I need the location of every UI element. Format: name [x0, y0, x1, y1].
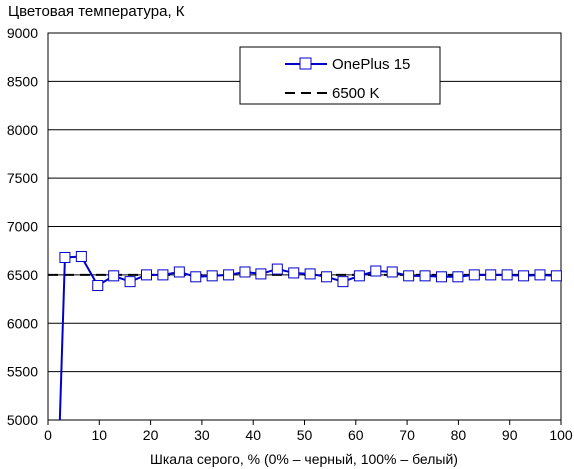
data-point	[157, 269, 169, 281]
axes: 5000 5500 6000 6500 7000 7500 8000 8500 9000 0 10 2…	[7, 25, 573, 443]
x-tick-label: 10	[92, 427, 108, 443]
data-point	[92, 280, 104, 292]
data-point	[370, 265, 382, 277]
data-point	[223, 269, 235, 281]
y-tick-label: 9000	[7, 25, 38, 41]
x-axis-label: Шкала серого, % (0% – черный, 100% – бел…	[150, 451, 458, 467]
x-tick-label: 80	[451, 427, 467, 443]
data-point	[518, 270, 530, 282]
data-point	[190, 271, 202, 283]
data-point	[550, 270, 562, 282]
legend-box	[239, 46, 441, 105]
x-tick-label: 30	[194, 427, 210, 443]
y-tick-label: 6000	[7, 315, 38, 331]
chart-title: Цветовая температура, К	[8, 3, 185, 20]
data-point	[452, 271, 464, 283]
data-point	[271, 263, 283, 275]
x-tick-label: 100	[549, 427, 573, 443]
y-tick-label: 8500	[7, 73, 38, 89]
x-tick-label: 50	[297, 427, 313, 443]
data-point	[239, 266, 251, 278]
data-point	[255, 268, 267, 280]
data-point	[173, 266, 185, 278]
x-tick-label: 0	[44, 427, 52, 443]
y-tick-label: 8000	[7, 122, 38, 138]
series-layer	[48, 250, 562, 420]
y-tick-label: 7000	[7, 219, 38, 235]
data-point	[403, 270, 415, 282]
data-point	[386, 266, 398, 278]
y-tick-label: 5500	[7, 364, 38, 380]
y-tick-label: 7500	[7, 170, 38, 186]
data-point	[206, 270, 218, 282]
data-point	[124, 276, 136, 288]
legend-label-series-1: OnePlus 15	[332, 56, 410, 73]
legend: OnePlus 15 6500 K	[239, 46, 441, 105]
x-tick-label: 90	[502, 427, 518, 443]
data-point	[304, 268, 316, 280]
legend-label-series-2: 6500 K	[332, 85, 380, 102]
data-point	[485, 269, 497, 281]
y-tick-label: 6500	[7, 267, 38, 283]
data-point	[419, 270, 431, 282]
x-tick-label: 40	[245, 427, 261, 443]
data-point	[59, 251, 71, 263]
data-point	[435, 271, 447, 283]
x-tick-label: 60	[348, 427, 364, 443]
data-point	[108, 270, 120, 282]
data-point	[288, 267, 300, 279]
x-tick-label: 70	[399, 427, 415, 443]
y-tick-label: 5000	[7, 412, 38, 428]
legend-marker-series-1	[299, 57, 312, 70]
data-point	[337, 276, 349, 288]
data-point	[353, 270, 365, 282]
data-point	[534, 269, 546, 281]
data-point	[75, 250, 87, 262]
data-point	[501, 269, 513, 281]
data-point	[321, 271, 333, 283]
x-tick-label: 20	[143, 427, 159, 443]
data-point	[141, 269, 152, 281]
data-point	[468, 269, 480, 281]
